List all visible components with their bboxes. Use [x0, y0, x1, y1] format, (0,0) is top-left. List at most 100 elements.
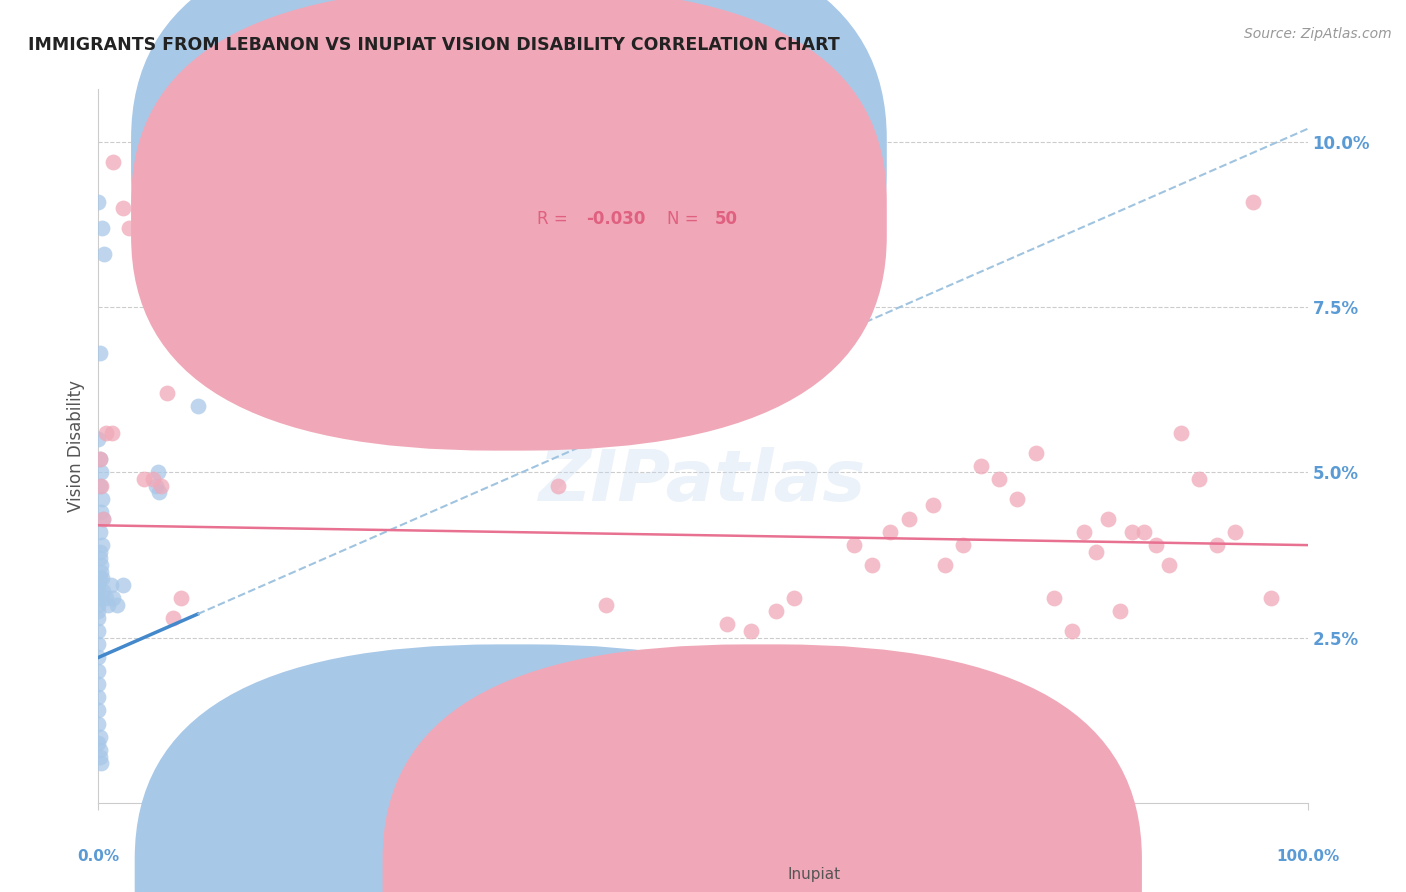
Point [934, 558, 956, 572]
Point [89, 743, 111, 757]
Text: N =: N = [666, 210, 699, 227]
Point [150, 478, 173, 492]
Point [1097, 511, 1119, 525]
Point [90, 565, 112, 579]
Point [1024, 445, 1046, 459]
Point [105, 598, 128, 612]
Point [146, 466, 169, 480]
Text: -0.030: -0.030 [586, 210, 645, 227]
Text: 49: 49 [716, 147, 738, 165]
Point [91, 538, 114, 552]
Point [897, 511, 920, 525]
Text: Inupiat: Inupiat [787, 867, 841, 881]
Point [988, 472, 1011, 486]
Point [844, 538, 866, 552]
Point [1241, 194, 1264, 209]
Point [547, 478, 569, 492]
Point [111, 578, 134, 592]
Y-axis label: Vision Disability: Vision Disability [66, 380, 84, 512]
Point [87, 736, 110, 750]
Point [89, 730, 111, 744]
Point [89, 346, 111, 360]
Point [87, 578, 110, 592]
Point [87, 598, 110, 612]
Point [111, 201, 134, 215]
Point [162, 611, 184, 625]
Point [101, 591, 124, 605]
Point [595, 598, 617, 612]
Text: 50: 50 [716, 210, 738, 227]
Point [87, 433, 110, 447]
Point [970, 458, 993, 473]
Point [1146, 538, 1168, 552]
Point [91, 491, 114, 506]
Point [89, 478, 111, 492]
Point [87, 611, 110, 625]
Point [740, 624, 762, 638]
Point [100, 425, 122, 440]
Point [90, 558, 112, 572]
Point [89, 551, 111, 566]
Point [101, 154, 124, 169]
Point [94, 425, 117, 440]
Point [142, 472, 165, 486]
Point [169, 591, 191, 605]
Point [187, 400, 209, 414]
Point [921, 499, 943, 513]
Point [90, 466, 112, 480]
Text: IMMIGRANTS FROM LEBANON VS INUPIAT VISION DISABILITY CORRELATION CHART: IMMIGRANTS FROM LEBANON VS INUPIAT VISIO… [28, 36, 839, 54]
Point [1260, 591, 1282, 605]
Point [800, 657, 823, 671]
Point [89, 571, 111, 585]
Point [89, 452, 111, 467]
Point [91, 511, 114, 525]
Point [87, 604, 110, 618]
Point [1121, 524, 1143, 539]
Point [879, 524, 901, 539]
Text: ZIPatlas: ZIPatlas [540, 447, 866, 516]
Point [100, 578, 122, 592]
Point [952, 538, 974, 552]
Point [91, 584, 114, 599]
Text: R =: R = [537, 147, 568, 165]
Point [87, 591, 110, 605]
Point [1206, 538, 1229, 552]
Point [134, 472, 156, 486]
Point [1085, 545, 1108, 559]
Point [825, 690, 848, 704]
Text: N =: N = [666, 147, 699, 165]
Point [89, 545, 111, 559]
Point [1109, 604, 1132, 618]
Point [145, 478, 167, 492]
FancyBboxPatch shape [135, 644, 894, 892]
Text: R =: R = [537, 210, 568, 227]
Point [93, 247, 115, 261]
Point [87, 624, 110, 638]
FancyBboxPatch shape [131, 0, 887, 450]
Point [1042, 591, 1064, 605]
Point [87, 194, 110, 209]
Point [91, 571, 114, 585]
Point [156, 386, 179, 401]
FancyBboxPatch shape [467, 114, 793, 253]
Point [91, 221, 114, 235]
Point [87, 677, 110, 691]
Point [91, 511, 114, 525]
Point [765, 604, 787, 618]
Text: 0.294: 0.294 [586, 147, 638, 165]
Point [90, 756, 112, 771]
Point [90, 478, 112, 492]
Point [87, 703, 110, 717]
Point [89, 524, 111, 539]
Point [716, 617, 738, 632]
Point [97, 598, 120, 612]
Point [1170, 425, 1192, 440]
Point [87, 716, 110, 731]
Point [782, 591, 804, 605]
Point [94, 591, 117, 605]
Point [89, 749, 111, 764]
Text: 0.0%: 0.0% [77, 849, 120, 864]
Point [1007, 491, 1029, 506]
Point [87, 690, 110, 704]
FancyBboxPatch shape [131, 0, 887, 388]
